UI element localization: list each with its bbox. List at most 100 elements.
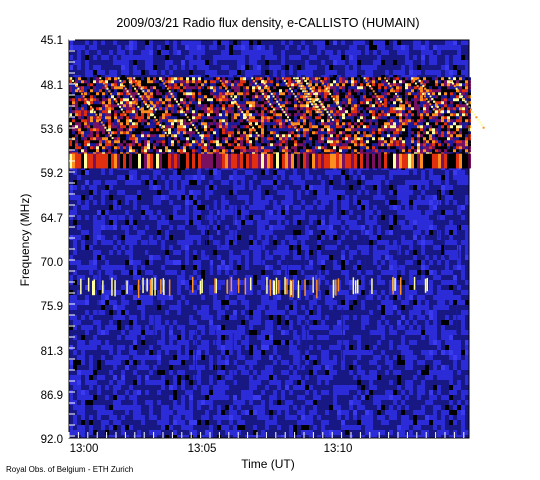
spectrogram-cell [405, 180, 409, 185]
spectrogram-cell [465, 40, 469, 45]
spectrogram-cell [301, 355, 305, 360]
spectrogram-cell [198, 80, 201, 84]
spectrogram-cell [327, 80, 330, 84]
spectrogram-cell [421, 50, 425, 55]
spectrogram-cell [309, 250, 313, 255]
spectrogram-cell [233, 300, 237, 305]
spectrogram-cell [421, 410, 425, 415]
spectrogram-cell [161, 245, 165, 250]
spectrogram-cell [123, 92, 126, 96]
spectrogram-cell [297, 320, 301, 325]
spectrogram-cell [213, 240, 217, 245]
spectrogram-cell [209, 285, 213, 290]
spectrogram-cell [433, 360, 437, 365]
spectrogram-cell [441, 245, 445, 250]
spectrogram-cell [73, 210, 77, 215]
spectrogram-cell [237, 265, 241, 270]
spectrogram-cell [69, 92, 72, 96]
spectrogram-cell [261, 410, 265, 415]
spectrogram-cell [465, 360, 469, 365]
spectrogram-cell [405, 45, 409, 50]
spectrogram-cell [409, 220, 413, 225]
spectrogram-cell [285, 86, 288, 90]
spectrogram-cell [159, 92, 162, 96]
spectrogram-cell [129, 240, 133, 245]
spectrogram-cell [306, 83, 309, 87]
spectrogram-cell [181, 295, 185, 300]
spectrogram-cell [421, 180, 425, 185]
spectrogram-cell [373, 250, 377, 255]
spectrogram-cell [465, 235, 469, 240]
spectrogram-cell [309, 315, 313, 320]
spectrogram-cell [89, 400, 93, 405]
spectrogram-cell [113, 205, 117, 210]
spectrogram-cell [177, 86, 180, 90]
spectrogram-cell [87, 95, 90, 99]
spectrogram-cell [441, 185, 445, 190]
spectrogram-cell [361, 200, 365, 205]
spectrogram-cell [421, 275, 425, 280]
spectrogram-cell [185, 195, 189, 200]
spectrogram-cell [113, 375, 117, 380]
spectrogram-cell [234, 95, 237, 99]
spectrogram-cell [325, 390, 329, 395]
spectrogram-cell [273, 80, 276, 84]
spectrogram-cell [449, 335, 453, 340]
spectrogram-cell [157, 360, 161, 365]
spectrogram-cell [385, 360, 389, 365]
spectrogram-cell [369, 350, 373, 355]
spectrogram-cell [257, 195, 261, 200]
spectrogram-cell [185, 345, 189, 350]
spectrogram-cell [429, 310, 433, 315]
spectrogram-cell [102, 86, 105, 90]
spectrogram-cell [109, 370, 113, 375]
spectrogram-cell [429, 86, 432, 90]
spectrogram-cell [89, 340, 93, 345]
spectrogram-cell [433, 60, 437, 65]
spectrogram-cell [209, 265, 213, 270]
spectrogram-cell [384, 80, 387, 84]
spectrogram-cell [325, 360, 329, 365]
spectrogram-cell [193, 255, 197, 260]
spectrogram-cell [453, 255, 457, 260]
spectrogram-cell [285, 245, 289, 250]
spectrogram-cell [421, 215, 425, 220]
spectrogram-cell [444, 83, 447, 87]
spectrogram-cell [137, 260, 141, 265]
spectrogram-cell [313, 200, 317, 205]
spectrogram-cell [277, 220, 281, 225]
spectrogram-cell [465, 255, 469, 260]
spectrogram-cell [385, 320, 389, 325]
spectrogram-cell [401, 435, 405, 438]
spectrogram-cell [333, 430, 337, 435]
spectrogram-cell [97, 65, 101, 70]
spectrogram-cell [425, 420, 429, 425]
spectrogram-cell [447, 80, 450, 84]
spectrogram-cell [255, 89, 258, 93]
spectrogram-cell [209, 45, 213, 50]
spectrogram-cell [289, 400, 293, 405]
spectrogram-cell [177, 305, 181, 310]
spectrogram-cell [277, 425, 281, 430]
spectrogram-cell [213, 86, 216, 90]
spectrogram-cell [105, 95, 108, 99]
spectrogram-cell [93, 320, 97, 325]
spectrogram-cell [87, 86, 90, 90]
spectrogram-cell [253, 65, 257, 70]
spectrogram-cell [301, 385, 305, 390]
spectrogram-cell [265, 370, 269, 375]
spectrogram-cell [229, 335, 233, 340]
spectrogram-cell [277, 325, 281, 330]
spectrogram-cell [324, 80, 327, 84]
spectrogram-cell [357, 190, 361, 195]
spectrogram-cell [249, 395, 253, 400]
spectrogram-cell [297, 265, 301, 270]
spectrogram-cell [189, 175, 193, 180]
spectrogram-cell [401, 190, 405, 195]
spectrogram-cell [373, 260, 377, 265]
spectrogram-cell [387, 86, 390, 90]
spectrogram-cell [465, 230, 469, 235]
spectrogram-cell [437, 430, 441, 435]
spectrogram-cell [120, 83, 123, 87]
spectrogram-cell [433, 350, 437, 355]
